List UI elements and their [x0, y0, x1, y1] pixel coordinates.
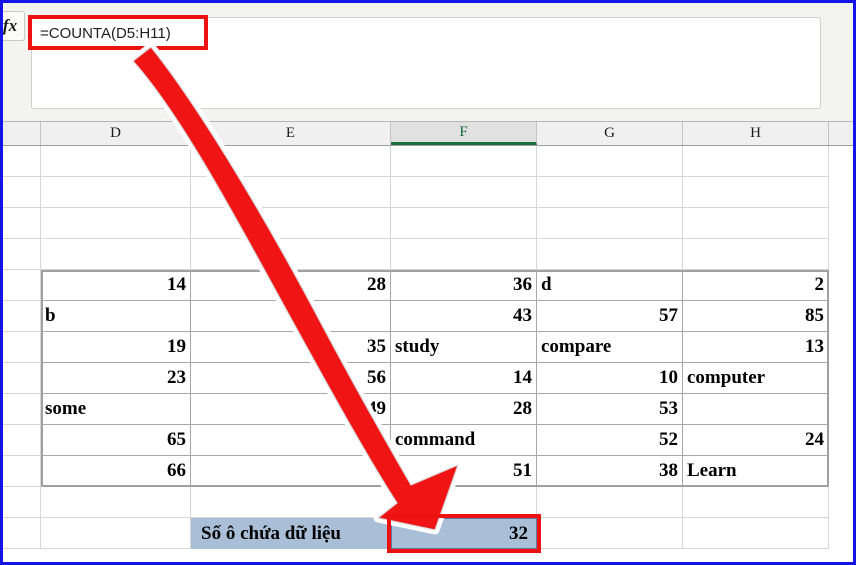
grid-cell-E3[interactable]: [191, 208, 391, 239]
data-cell-D10[interactable]: 65: [41, 425, 191, 456]
data-cell-E5[interactable]: 28: [191, 270, 391, 301]
data-cell-E11[interactable]: [191, 456, 391, 487]
grid-cell-E2[interactable]: [191, 177, 391, 208]
data-cell-H8[interactable]: computer: [683, 363, 829, 394]
worksheet-grid: 14 28 36 d 2 b 43 57 85 19 35 study compare 13 23 56 14 1…: [3, 146, 853, 562]
data-cell-E10[interactable]: 8: [191, 425, 391, 456]
data-cell-D5[interactable]: 14: [41, 270, 191, 301]
data-cell-F10[interactable]: command: [391, 425, 537, 456]
data-cell-F8[interactable]: 14: [391, 363, 537, 394]
data-cell-E7[interactable]: 35: [191, 332, 391, 363]
grid-cell-C1[interactable]: [3, 146, 41, 177]
grid-cell-G3[interactable]: [537, 208, 683, 239]
data-cell-G9[interactable]: 53: [537, 394, 683, 425]
data-cell-F5[interactable]: 36: [391, 270, 537, 301]
column-header-f[interactable]: F: [391, 122, 537, 145]
grid-cell-E12[interactable]: [191, 487, 391, 518]
data-cell-E6[interactable]: [191, 301, 391, 332]
grid-cell-G13[interactable]: [537, 518, 683, 549]
data-cell-D9[interactable]: some: [41, 394, 191, 425]
column-header-h[interactable]: H: [683, 122, 829, 145]
grid-cell-C2[interactable]: [3, 177, 41, 208]
column-header-g[interactable]: G: [537, 122, 683, 145]
grid-cell-C7[interactable]: [3, 332, 41, 363]
column-header-e[interactable]: E: [191, 122, 391, 145]
grid-cell-H12[interactable]: [683, 487, 829, 518]
grid-cell-C9[interactable]: [3, 394, 41, 425]
grid-cell-D12[interactable]: [41, 487, 191, 518]
data-cell-H5[interactable]: 2: [683, 270, 829, 301]
grid-cell-C13[interactable]: [3, 518, 41, 549]
grid-cell-F3[interactable]: [391, 208, 537, 239]
data-cell-D6[interactable]: b: [41, 301, 191, 332]
data-cell-H10[interactable]: 24: [683, 425, 829, 456]
grid-cell-H13[interactable]: [683, 518, 829, 549]
data-cell-F6[interactable]: 43: [391, 301, 537, 332]
grid-cell-C6[interactable]: [3, 301, 41, 332]
formula-bar-region: fx =COUNTA(D5:H11): [3, 3, 853, 122]
grid-cell-H3[interactable]: [683, 208, 829, 239]
grid-cell-C4[interactable]: [3, 239, 41, 270]
grid-cell-E4[interactable]: [191, 239, 391, 270]
data-cell-E9[interactable]: 49: [191, 394, 391, 425]
data-cell-G5[interactable]: d: [537, 270, 683, 301]
data-cell-G11[interactable]: 38: [537, 456, 683, 487]
grid-cell-G4[interactable]: [537, 239, 683, 270]
column-header-c-partial[interactable]: [3, 122, 41, 145]
grid-cell-C8[interactable]: [3, 363, 41, 394]
data-cell-F11[interactable]: 51: [391, 456, 537, 487]
grid-cell-H1[interactable]: [683, 146, 829, 177]
data-cell-F9[interactable]: 28: [391, 394, 537, 425]
grid-cell-C10[interactable]: [3, 425, 41, 456]
data-cell-H9[interactable]: [683, 394, 829, 425]
data-cell-G10[interactable]: 52: [537, 425, 683, 456]
result-label-cell[interactable]: Số ô chứa dữ liệu: [191, 518, 391, 549]
data-cell-E8[interactable]: 56: [191, 363, 391, 394]
grid-cell-C5[interactable]: [3, 270, 41, 301]
fx-icon[interactable]: fx: [3, 11, 25, 41]
data-cell-G7[interactable]: compare: [537, 332, 683, 363]
result-value-cell[interactable]: 32: [391, 518, 537, 549]
grid-cell-C11[interactable]: [3, 456, 41, 487]
grid-cell-F2[interactable]: [391, 177, 537, 208]
grid-cell-G2[interactable]: [537, 177, 683, 208]
data-cell-H7[interactable]: 13: [683, 332, 829, 363]
grid-cell-C12[interactable]: [3, 487, 41, 518]
grid-cell-G12[interactable]: [537, 487, 683, 518]
data-cell-G8[interactable]: 10: [537, 363, 683, 394]
data-cell-G6[interactable]: 57: [537, 301, 683, 332]
grid-cell-D3[interactable]: [41, 208, 191, 239]
column-header-d[interactable]: D: [41, 122, 191, 145]
grid-cell-G1[interactable]: [537, 146, 683, 177]
grid-cell-D1[interactable]: [41, 146, 191, 177]
grid-cell-H4[interactable]: [683, 239, 829, 270]
data-cell-D8[interactable]: 23: [41, 363, 191, 394]
grid-cell-D2[interactable]: [41, 177, 191, 208]
data-cell-D11[interactable]: 66: [41, 456, 191, 487]
grid-cell-C3[interactable]: [3, 208, 41, 239]
grid-cell-E1[interactable]: [191, 146, 391, 177]
data-cell-H11[interactable]: Learn: [683, 456, 829, 487]
grid-cell-F12[interactable]: [391, 487, 537, 518]
data-cell-D7[interactable]: 19: [41, 332, 191, 363]
grid-cell-D4[interactable]: [41, 239, 191, 270]
data-cell-H6[interactable]: 85: [683, 301, 829, 332]
grid-cell-H2[interactable]: [683, 177, 829, 208]
grid-cell-D13[interactable]: [41, 518, 191, 549]
formula-input[interactable]: =COUNTA(D5:H11): [31, 17, 821, 109]
grid-cell-F4[interactable]: [391, 239, 537, 270]
grid-cell-F1[interactable]: [391, 146, 537, 177]
data-cell-F7[interactable]: study: [391, 332, 537, 363]
